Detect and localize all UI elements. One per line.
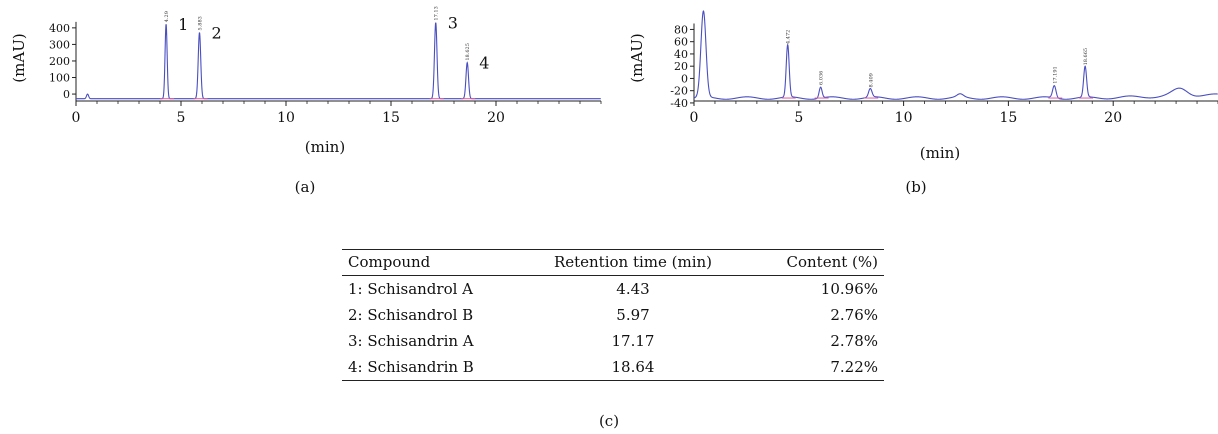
table-row: 2: Schisandrol B 5.97 2.76% [342, 302, 884, 328]
table-cell: 4: Schisandrin B [342, 354, 544, 381]
y-tick-label: -40 [670, 97, 688, 110]
peak-retention-tag: 17.191 [1052, 66, 1058, 84]
peak-number-label: 4 [479, 54, 489, 73]
table-cell: 17.17 [611, 332, 655, 350]
x-tick-label: 15 [382, 110, 400, 126]
y-tick-label: 0 [63, 88, 70, 101]
y-axis-label: (mAU) [628, 33, 646, 82]
peak-retention-tag: 5.883 [197, 16, 203, 30]
table-cell: 18.64 [544, 354, 722, 381]
peak-number-label: 3 [448, 14, 458, 33]
table-header-row: Compound Retention time (min) Content (%… [342, 249, 884, 276]
peak-retention-tag: 4.29 [164, 11, 170, 22]
column-header: Content (%) [722, 249, 884, 276]
y-tick-label: 60 [674, 36, 688, 49]
compound-table: Compound Retention time (min) Content (%… [342, 249, 884, 381]
y-axis-label: (mAU) [10, 33, 28, 82]
peak-number-label: 2 [211, 23, 221, 42]
table-cell: 4.43 [616, 280, 650, 298]
table-row: 3: Schisandrin A 17.17 2.78% [342, 328, 884, 354]
peak-retention-tag: 18.625 [465, 43, 471, 61]
y-tick-label: 80 [674, 23, 688, 36]
x-tick-label: 0 [690, 110, 699, 126]
x-tick-label: 20 [487, 110, 505, 126]
peak-retention-tag: 17.13 [434, 6, 440, 20]
y-tick-label: 300 [49, 38, 70, 51]
signal-trace [76, 22, 601, 100]
table-cell: 2.78% [830, 332, 878, 350]
peak-retention-tag: 8.409 [868, 73, 874, 87]
y-tick-label: 200 [49, 55, 70, 68]
table-cell: 2.76% [830, 306, 878, 324]
x-tick-label: 10 [895, 110, 913, 126]
column-header: Retention time (min) [544, 249, 722, 276]
y-tick-label: 400 [49, 22, 70, 35]
x-tick-label: 5 [794, 110, 803, 126]
y-tick-label: -20 [670, 85, 688, 98]
panel-caption-c: (c) [598, 412, 620, 430]
table-cell: 7.22% [722, 354, 884, 381]
column-header: Compound [342, 249, 544, 276]
y-tick-label: 100 [49, 72, 70, 85]
panel-caption-b: (b) [905, 178, 926, 196]
peak-retention-tag: 6.036 [819, 71, 825, 85]
table-cell: 10.96% [820, 280, 878, 298]
table-row: 1: Schisandrol A 4.43 10.96% [342, 276, 884, 303]
y-tick-label: 40 [674, 48, 688, 61]
signal-trace [693, 10, 1218, 100]
peak-number-label: 1 [178, 15, 188, 34]
x-axis-label: (min) [920, 144, 960, 162]
x-tick-label: 20 [1104, 110, 1122, 126]
peak-retention-tag: 4.472 [786, 30, 792, 44]
table-cell: 1: Schisandrol A [348, 280, 474, 298]
table-cell: 5.97 [616, 306, 650, 324]
table-row: 4: Schisandrin B 18.64 7.22% [342, 354, 884, 381]
table-cell: 3: Schisandrin A [348, 332, 474, 350]
table-cell: 2: Schisandrol B [348, 306, 474, 324]
x-tick-label: 10 [277, 110, 295, 126]
y-tick-label: 0 [681, 72, 688, 85]
x-tick-label: 5 [177, 110, 186, 126]
x-tick-label: 0 [72, 110, 81, 126]
panel-caption-a: (a) [295, 178, 316, 196]
x-tick-label: 15 [999, 110, 1017, 126]
y-tick-label: 20 [674, 60, 688, 73]
x-axis-label: (min) [305, 138, 345, 156]
peak-retention-tag: 18.665 [1083, 48, 1089, 66]
